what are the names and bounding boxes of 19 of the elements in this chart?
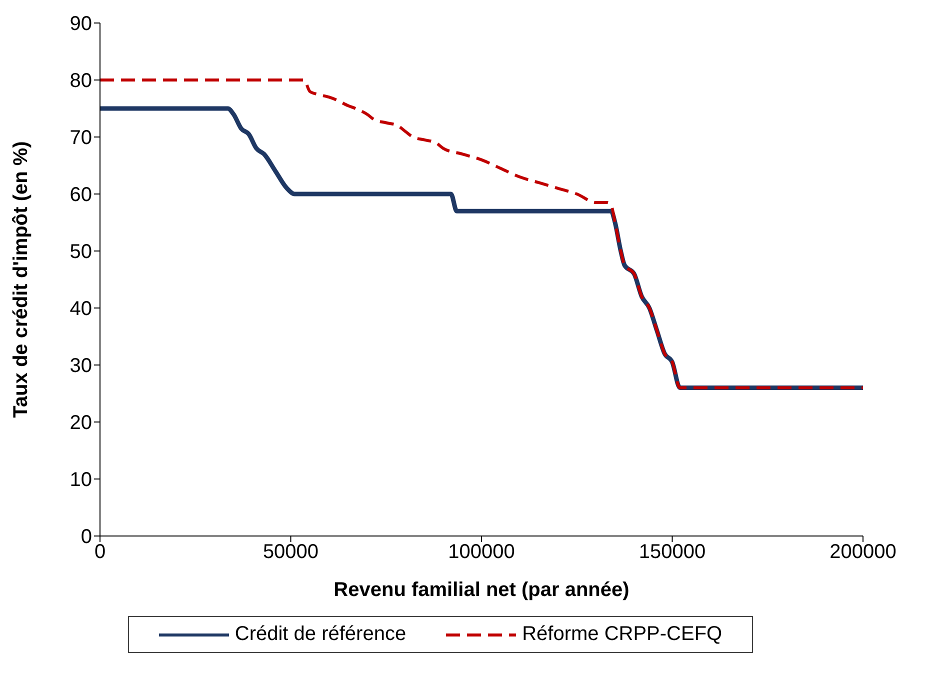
- y-tick-label: 80: [70, 70, 92, 92]
- y-tick-label: 60: [70, 184, 92, 206]
- y-tick-label: 40: [70, 298, 92, 320]
- y-tick-label: 90: [70, 13, 92, 36]
- x-tick-label: 50000: [262, 541, 319, 564]
- x-axis-title: Revenu familial net (par année): [334, 579, 630, 601]
- x-tick-label: 0: [94, 541, 106, 564]
- x-tick-label: 150000: [638, 541, 706, 564]
- y-tick-label: 50: [70, 241, 92, 264]
- y-tick-label: 0: [80, 526, 92, 548]
- x-tick-label: 200000: [830, 541, 896, 564]
- y-axis-title: Taux de crédit d'impôt (en %): [10, 141, 32, 418]
- y-tick-label: 20: [70, 412, 92, 434]
- legend-label: Crédit de référence: [234, 623, 406, 646]
- y-tick-label: 10: [70, 469, 92, 492]
- y-tick-label: 70: [70, 127, 92, 150]
- y-tick-label: 30: [70, 355, 92, 378]
- legend-label: Réforme CRPP-CEFQ: [522, 623, 722, 646]
- x-tick-label: 100000: [448, 541, 515, 564]
